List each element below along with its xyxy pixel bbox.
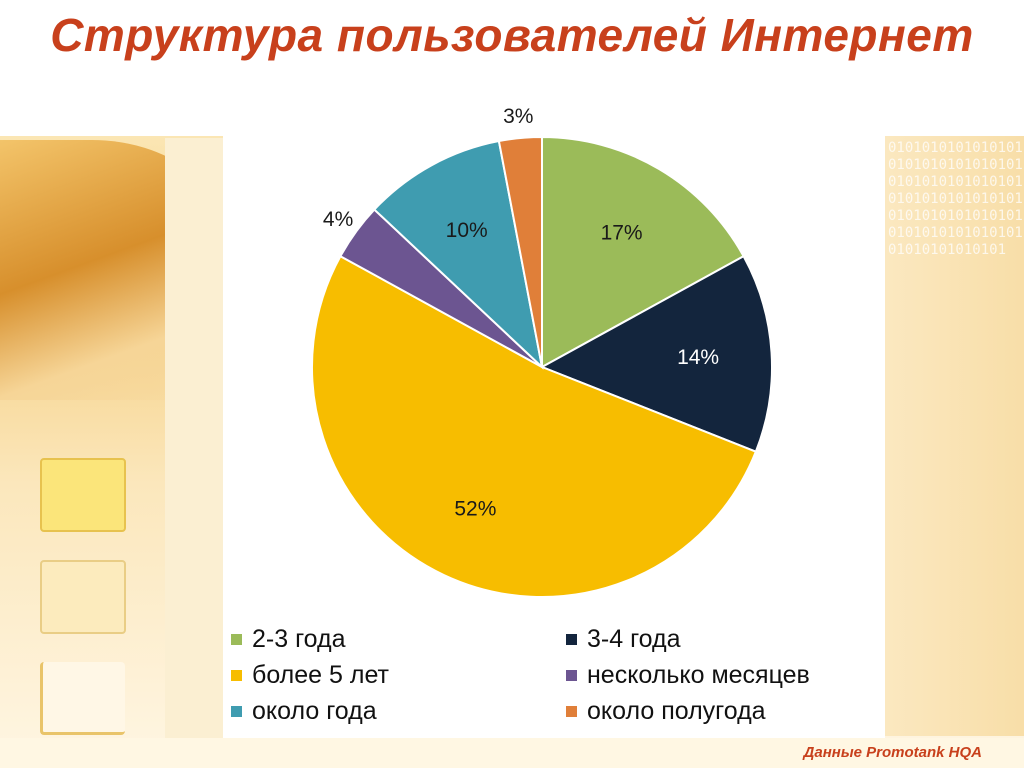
pie-label-5: 3% — [503, 108, 533, 128]
decor-square-3 — [40, 662, 125, 735]
pie-slice-5 — [497, 135, 543, 368]
decor-square-1 — [40, 458, 126, 532]
legend-swatch-4 — [231, 705, 242, 717]
background-right-panel — [885, 136, 1024, 736]
pie-label-1: 14% — [677, 346, 719, 369]
chart-panel: 17% 14% 52% 4% 10% 3% 2-3 года 3-4 года более 5… — [223, 108, 885, 738]
bottom-strip — [0, 738, 1024, 768]
legend-item-0: 2-3 года — [231, 624, 346, 654]
legend-item-5: около полугода — [566, 696, 766, 726]
legend-item-1: 3-4 года — [566, 624, 681, 654]
legend-swatch-0 — [231, 633, 242, 645]
legend-label-1: 3-4 года — [587, 624, 681, 653]
legend-label-3: несколько месяцев — [587, 660, 810, 689]
legend-swatch-1 — [566, 633, 577, 645]
legend-label-0: 2-3 года — [252, 624, 346, 653]
pie-label-2: 52% — [454, 498, 496, 521]
binary-pattern: 0101010101010101010101010101010101010101… — [888, 140, 1023, 258]
decor-square-2 — [40, 560, 126, 634]
pie-slice-4 — [372, 139, 544, 370]
source-note: Данные Promotank HQA — [803, 744, 982, 761]
legend-swatch-5 — [566, 705, 577, 717]
legend-item-3: несколько месяцев — [566, 660, 810, 690]
legend-label-5: около полугода — [587, 696, 766, 725]
pie-label-0: 17% — [601, 221, 643, 244]
legend-swatch-2 — [231, 669, 242, 681]
pie-slice-1 — [539, 254, 773, 453]
pie-chart: 17% 14% 52% 4% 10% 3% — [311, 108, 773, 599]
slide-title: Структура пользователей Интернет — [50, 9, 974, 61]
legend-swatch-3 — [566, 669, 577, 681]
legend-label-2: более 5 лет — [252, 660, 389, 689]
legend-item-4: около года — [231, 696, 377, 726]
legend-label-4: около года — [252, 696, 377, 725]
pie-slice-0 — [541, 135, 745, 369]
background-panel-left — [165, 138, 225, 738]
pie-slice-2 — [311, 254, 758, 599]
legend-item-2: более 5 лет — [231, 660, 389, 690]
pie-label-3: 4% — [323, 208, 353, 231]
pie-label-4: 10% — [446, 219, 488, 242]
